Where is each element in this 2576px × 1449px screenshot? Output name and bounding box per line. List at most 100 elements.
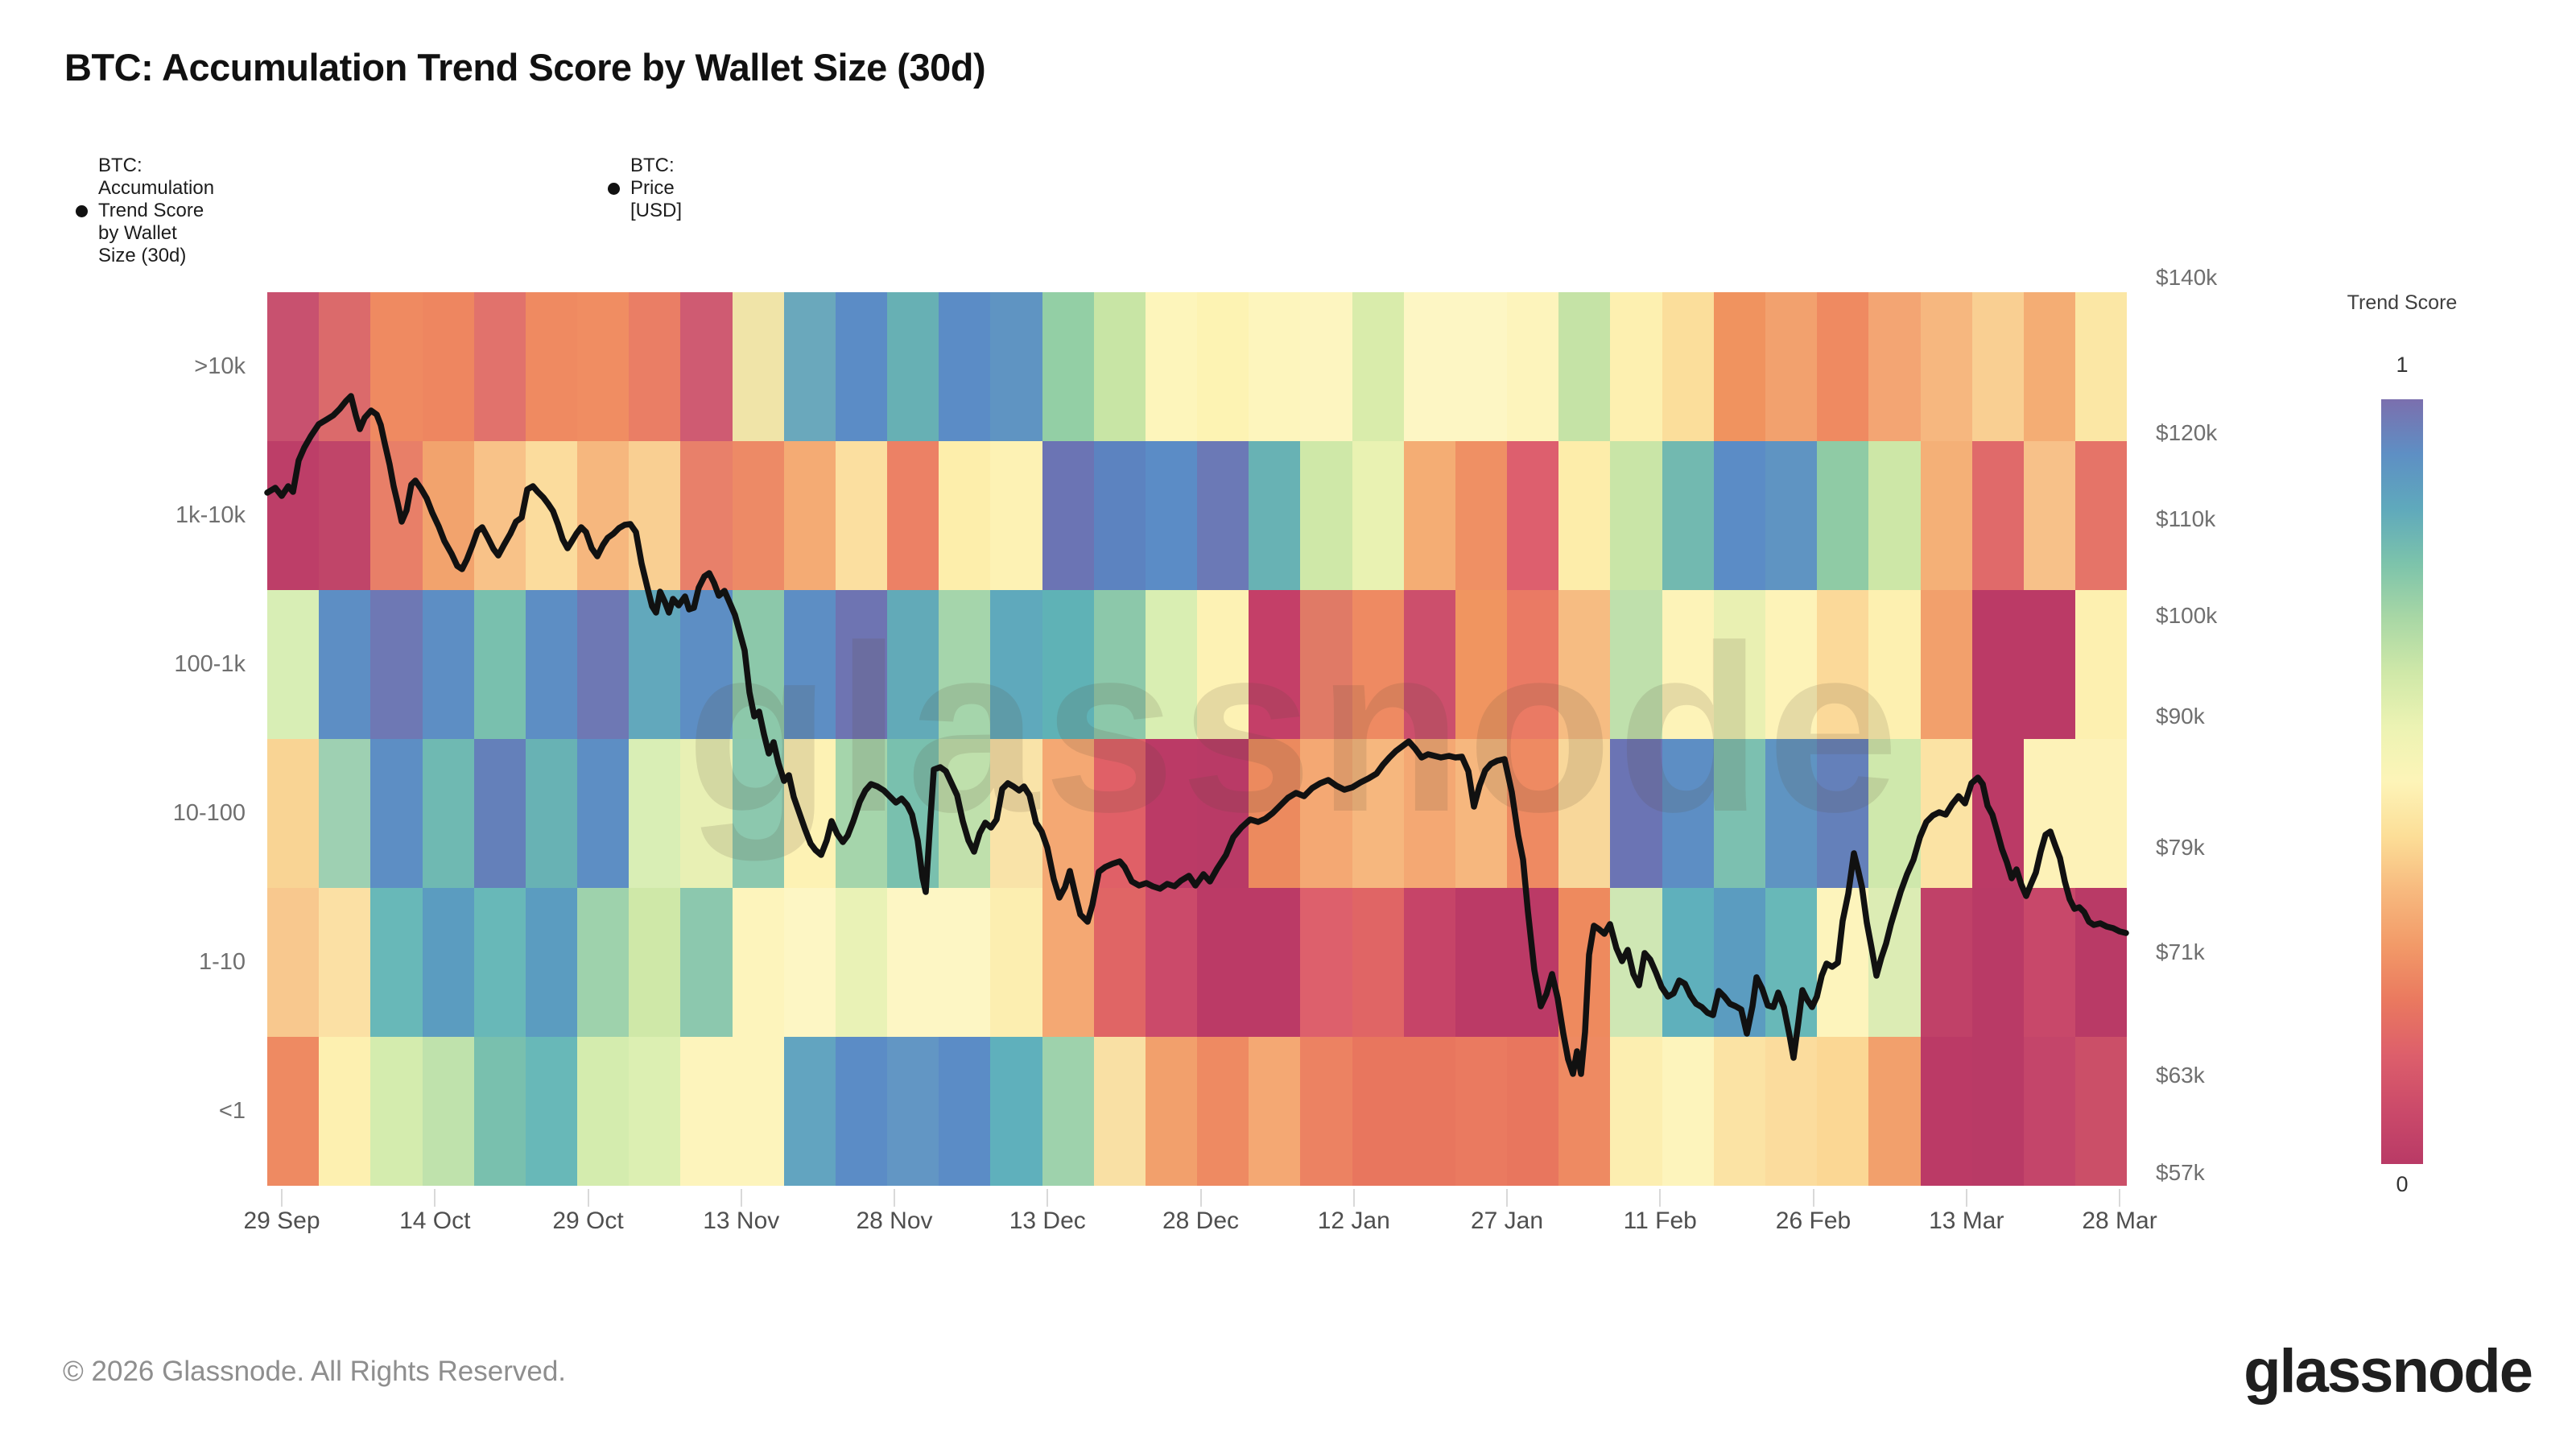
heatmap-cell — [629, 441, 681, 590]
heatmap-cell — [629, 292, 681, 441]
heatmap-cell — [525, 888, 578, 1037]
heatmap-cell — [473, 590, 526, 739]
heatmap-cell — [1817, 590, 1869, 739]
heatmap-cell — [1971, 1037, 2024, 1186]
heatmap-cell — [939, 888, 991, 1037]
heatmap-cell — [1403, 888, 1455, 1037]
heatmap-cell — [1920, 1037, 1972, 1186]
price-axis-label: $79k — [2156, 835, 2205, 860]
heatmap-cell — [2023, 292, 2076, 441]
heatmap-cell — [370, 590, 423, 739]
heatmap-cell — [1093, 888, 1146, 1037]
heatmap-cell — [1352, 888, 1404, 1037]
heatmap-cell — [1249, 1037, 1301, 1186]
x-axis-tick — [434, 1189, 436, 1207]
heatmap-cell — [887, 292, 939, 441]
heatmap-cell — [1300, 590, 1352, 739]
heatmap-cell — [680, 888, 733, 1037]
heatmap-row — [267, 888, 2128, 1037]
heatmap-cell — [1610, 739, 1662, 888]
heatmap-cell — [1300, 1037, 1352, 1186]
heatmap-cell — [2075, 739, 2128, 888]
x-axis-tick — [1659, 1189, 1662, 1207]
heatmap-cell — [1868, 292, 1921, 441]
x-axis-tick — [2119, 1189, 2120, 1207]
trend-score-colorbar — [2381, 399, 2423, 1164]
heatmap-cell — [2023, 739, 2076, 888]
heatmap-cell — [370, 739, 423, 888]
heatmap-cell — [1713, 739, 1765, 888]
heatmap-cell — [1455, 441, 1508, 590]
heatmap-cell — [1971, 888, 2024, 1037]
heatmap-cell — [1145, 292, 1198, 441]
heatmap-cell — [1610, 1037, 1662, 1186]
heatmap-cell — [1765, 590, 1818, 739]
heatmap-cell — [525, 590, 578, 739]
x-axis-tick — [281, 1189, 283, 1207]
heatmap-cell — [1403, 590, 1455, 739]
heatmap-cell — [525, 739, 578, 888]
legend-item-price[interactable]: BTC: Price [USD] — [608, 155, 682, 222]
heatmap-cell — [473, 739, 526, 888]
heatmap-cell — [267, 888, 320, 1037]
heatmap-cell — [835, 739, 888, 888]
heatmap-cell — [1197, 590, 1249, 739]
heatmap-cell — [2075, 292, 2128, 441]
copyright-text: © 2026 Glassnode. All Rights Reserved. — [63, 1356, 567, 1387]
heatmap-cell — [319, 888, 371, 1037]
heatmap-cell — [1920, 590, 1972, 739]
heatmap-cell — [577, 441, 630, 590]
heatmap-cell — [1249, 441, 1301, 590]
heatmap-cell — [1868, 441, 1921, 590]
heatmap-cell — [783, 739, 836, 888]
heatmap-cell — [422, 739, 474, 888]
heatmap-row — [267, 739, 2128, 888]
heatmap-cell — [1455, 888, 1508, 1037]
heatmap-cell — [1093, 441, 1146, 590]
heatmap-cell — [629, 888, 681, 1037]
heatmap-cell — [732, 739, 784, 888]
heatmap-cell — [939, 590, 991, 739]
date-label: 13 Dec — [1009, 1208, 1086, 1234]
heatmap-cell — [1817, 292, 1869, 441]
heatmap-cell — [990, 441, 1042, 590]
legend-label: BTC: Accumulation Trend Score by Wallet … — [98, 155, 215, 266]
legend-dot-icon — [76, 204, 88, 217]
wallet-size-label: >10k — [194, 353, 246, 379]
heatmap-cell — [835, 441, 888, 590]
heatmap-row — [267, 1037, 2128, 1186]
heatmap-cell — [525, 292, 578, 441]
heatmap-cell — [680, 739, 733, 888]
heatmap-cell — [680, 590, 733, 739]
date-label: 13 Nov — [703, 1208, 780, 1234]
colorbar-min-label: 0 — [2396, 1172, 2409, 1196]
heatmap-cell — [1197, 888, 1249, 1037]
heatmap-cell — [1817, 1037, 1869, 1186]
heatmap-cell — [2023, 888, 2076, 1037]
heatmap-cell — [1713, 441, 1765, 590]
heatmap-cell — [1765, 888, 1818, 1037]
price-axis-label: $100k — [2156, 603, 2218, 628]
heatmap-cell — [2075, 1037, 2128, 1186]
price-line-overlay — [264, 393, 2129, 1077]
heatmap-cell — [1403, 1037, 1455, 1186]
heatmap-cell — [1145, 590, 1198, 739]
heatmap-cell — [1455, 590, 1508, 739]
heatmap-cell — [732, 1037, 784, 1186]
heatmap-cell — [1971, 590, 2024, 739]
heatmap-cell — [1610, 292, 1662, 441]
heatmap-cell — [1558, 292, 1611, 441]
heatmap-cell — [1507, 1037, 1559, 1186]
heatmap-plot-area[interactable]: glassnode — [264, 292, 2129, 1186]
heatmap-cell — [577, 1037, 630, 1186]
heatmap-cell — [1971, 739, 2024, 888]
legend-item-trend-score[interactable]: BTC: Accumulation Trend Score by Wallet … — [76, 155, 214, 267]
heatmap-cell — [1249, 590, 1301, 739]
heatmap-cell — [835, 888, 888, 1037]
wallet-size-label: 10-100 — [172, 800, 246, 826]
x-axis-tick — [1965, 1189, 1967, 1207]
colorbar-max-label: 1 — [2396, 353, 2409, 377]
heatmap-cell — [1920, 441, 1972, 590]
heatmap-cell — [1868, 1037, 1921, 1186]
